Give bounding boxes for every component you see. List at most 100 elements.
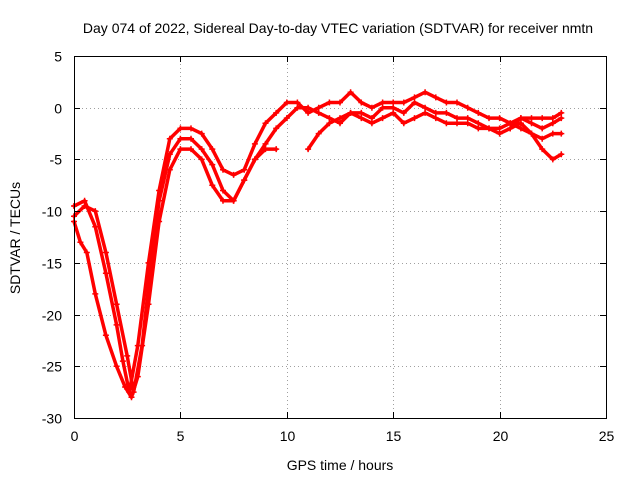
data-point (177, 146, 184, 153)
data-point (432, 115, 439, 122)
x-tick-label: 15 (386, 428, 402, 444)
data-point (315, 104, 322, 111)
y-axis-label: SDTVAR / TECUs (7, 182, 23, 294)
data-point (156, 197, 163, 204)
data-point (358, 115, 365, 122)
data-point (220, 166, 226, 173)
data-point (209, 161, 216, 168)
data-point (145, 301, 152, 308)
data-point (549, 156, 556, 163)
data-point (230, 171, 237, 178)
data-point (368, 115, 375, 122)
data-point (486, 115, 492, 122)
data-point (273, 109, 280, 116)
data-point (283, 99, 290, 106)
data-point (379, 104, 386, 111)
data-point (124, 352, 131, 359)
y-tick-label: -10 (42, 204, 62, 220)
x-axis-label: GPS time / hours (287, 457, 394, 473)
x-tick-label: 0 (71, 428, 79, 444)
data-point (464, 115, 471, 122)
data-point (128, 394, 135, 401)
data-point (347, 89, 354, 96)
data-point (113, 363, 120, 370)
data-point (294, 99, 301, 106)
data-point (326, 99, 333, 106)
data-point (283, 115, 290, 122)
data-point (549, 120, 556, 127)
data-point (475, 120, 482, 127)
data-point (315, 130, 322, 137)
data-point (368, 104, 375, 111)
data-point (411, 99, 418, 106)
data-point (230, 197, 237, 204)
y-tick-label: -5 (50, 152, 63, 168)
data-series (71, 99, 565, 396)
data-point (539, 146, 546, 153)
data-point (326, 120, 333, 127)
data-series (507, 109, 565, 132)
y-tick-label: -15 (42, 256, 62, 272)
data-point (315, 109, 322, 116)
data-point (539, 125, 546, 132)
data-point (102, 249, 109, 256)
data-point (558, 115, 565, 122)
data-point (166, 166, 173, 173)
y-tick-label: 5 (54, 49, 62, 65)
data-point (262, 146, 269, 153)
data-point (422, 89, 429, 96)
data-point (464, 120, 471, 127)
data-point (432, 94, 439, 101)
data-point (337, 120, 343, 127)
data-point (454, 115, 460, 122)
data-point (113, 301, 120, 308)
data-point (486, 125, 492, 132)
data-point (83, 249, 90, 256)
series-trace (72, 100, 564, 394)
data-point (528, 120, 535, 127)
data-point (443, 109, 450, 116)
data-point (251, 156, 258, 163)
data-point (464, 104, 471, 111)
data-point (262, 140, 269, 147)
data-point (390, 109, 397, 116)
data-point (305, 104, 312, 111)
data-point (241, 166, 248, 173)
x-tick-label: 20 (493, 428, 509, 444)
data-point (558, 151, 565, 158)
data-point (102, 270, 109, 277)
data-point (368, 120, 375, 127)
y-tick-label: -30 (42, 411, 62, 427)
y-tick-label: -20 (42, 308, 62, 324)
data-point (390, 99, 397, 106)
data-point (539, 115, 546, 122)
data-point (198, 130, 205, 137)
data-point (454, 99, 460, 106)
data-point (432, 109, 439, 116)
series-trace (508, 111, 564, 131)
data-point (209, 146, 216, 153)
data-point (496, 115, 503, 122)
data-point (379, 99, 386, 106)
chart-title: Day 074 of 2022, Sidereal Day-to-day VTE… (83, 20, 593, 36)
data-point (198, 146, 205, 153)
data-point (326, 115, 333, 122)
data-point (119, 358, 126, 365)
data-point (220, 197, 226, 204)
data-point (305, 109, 312, 116)
data-point (347, 109, 354, 116)
data-point (188, 125, 194, 132)
data-point (251, 140, 258, 147)
data-point (558, 109, 565, 116)
data-point (166, 135, 173, 142)
data-point (262, 120, 269, 127)
data-point (539, 135, 546, 142)
data-point (443, 120, 450, 127)
data-point (549, 130, 556, 137)
data-point (400, 99, 407, 106)
series-trace (72, 147, 278, 400)
x-tick-label: 25 (599, 428, 615, 444)
data-point (273, 146, 280, 153)
data-point (92, 223, 99, 230)
data-point (517, 115, 524, 122)
